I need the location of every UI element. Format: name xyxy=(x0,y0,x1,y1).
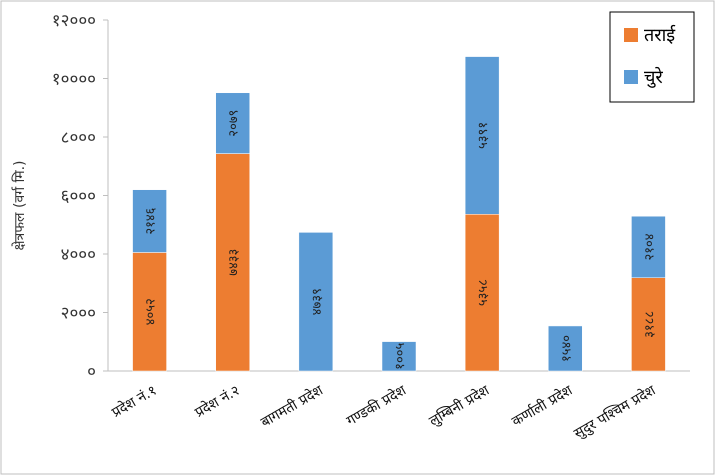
y-tick-label: ० xyxy=(87,362,96,382)
legend-label: तराई xyxy=(644,24,676,46)
bar-chure xyxy=(548,325,583,372)
y-tick-label: १०००० xyxy=(52,70,96,90)
data-label: २१०४ xyxy=(642,233,657,260)
bar-chure xyxy=(298,232,334,372)
y-tick-label: २००० xyxy=(61,304,96,324)
legend: तराई चुरे xyxy=(609,11,695,103)
bar-terai xyxy=(132,252,167,372)
legend-swatch xyxy=(624,28,638,42)
data-label: ४७३९ xyxy=(310,288,325,315)
axis-layer: ० २००० ४००० ६००० ८००० १०००० १२००० क्षेत्रफल (वर… xyxy=(11,11,690,382)
data-label: २१४६ xyxy=(144,207,159,234)
data-label: ५३९१ xyxy=(476,122,491,149)
y-tick-label: १२००० xyxy=(52,11,96,31)
data-label: १५४० xyxy=(559,335,574,362)
bar-chure xyxy=(464,56,500,215)
data-label: २०७९ xyxy=(227,110,242,137)
data-label: १००५ xyxy=(393,343,408,370)
legend-label: चुरे xyxy=(644,66,663,88)
bar-chure xyxy=(132,189,167,253)
bar-chure xyxy=(631,215,666,279)
legend-swatch xyxy=(624,70,638,84)
y-tick-label: ८००० xyxy=(61,128,96,148)
legend-box xyxy=(609,11,695,103)
y-axis-label: क्षेत्रफल (वर्ग मि.) xyxy=(11,161,28,251)
data-label: ४०५२ xyxy=(144,298,159,325)
bar-terai xyxy=(464,214,500,372)
bar-chure xyxy=(215,92,250,154)
bars-layer xyxy=(132,56,666,372)
data-label: ३१८८ xyxy=(642,311,657,338)
y-tick-label: ४००० xyxy=(61,245,96,265)
y-tick-label: ६००० xyxy=(61,187,96,207)
data-label: ७४३३ xyxy=(227,249,242,276)
bar-chure xyxy=(381,341,417,372)
data-label: ५३५८ xyxy=(476,279,491,306)
